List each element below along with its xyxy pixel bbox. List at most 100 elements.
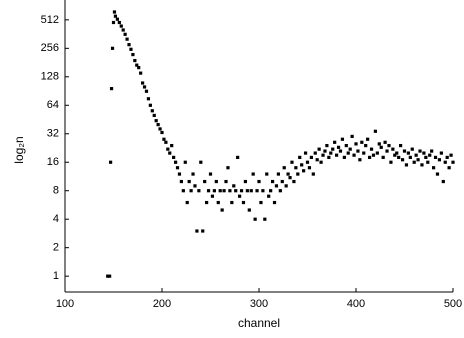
point [133, 58, 137, 63]
point [315, 158, 319, 162]
point [402, 149, 407, 153]
point [259, 200, 263, 205]
point [441, 179, 445, 184]
point [175, 166, 180, 170]
point [234, 189, 238, 193]
point [129, 47, 133, 51]
point [437, 158, 442, 162]
point [393, 153, 397, 157]
point [397, 155, 401, 160]
point [236, 155, 240, 160]
point [369, 147, 374, 151]
point [170, 143, 174, 148]
point [173, 160, 178, 164]
point [296, 172, 300, 176]
point [189, 189, 193, 193]
point [164, 140, 168, 144]
point [255, 189, 259, 193]
point [249, 189, 253, 193]
point [340, 137, 345, 141]
point [280, 179, 284, 184]
point [117, 20, 121, 25]
point [383, 140, 387, 144]
point [329, 151, 333, 155]
point [113, 14, 118, 18]
point [406, 151, 410, 155]
point [191, 172, 195, 176]
point [338, 149, 343, 153]
point [238, 194, 242, 198]
y-tick-label: 2 [53, 242, 59, 254]
point [226, 166, 230, 170]
point [197, 189, 201, 193]
point [253, 217, 257, 221]
point [321, 153, 325, 157]
point [222, 189, 226, 193]
x-tick-label: 200 [153, 298, 171, 310]
point [305, 160, 310, 164]
point [373, 129, 377, 133]
point [193, 184, 197, 188]
point [300, 163, 304, 167]
point [399, 143, 403, 148]
point [294, 166, 298, 170]
point [172, 155, 176, 160]
point [307, 166, 312, 170]
point [110, 46, 115, 50]
point [228, 189, 232, 193]
x-tick-label: 300 [250, 298, 268, 310]
y-axis-label: log₂n [12, 136, 26, 163]
point [385, 149, 389, 153]
point [218, 189, 222, 193]
point [216, 200, 220, 205]
point [109, 87, 114, 91]
point [115, 17, 119, 21]
point [195, 229, 199, 233]
point [112, 10, 117, 14]
point [269, 189, 273, 193]
point [152, 113, 156, 118]
point [350, 134, 354, 139]
point [391, 147, 395, 151]
point [139, 71, 143, 75]
point [311, 172, 315, 176]
point [203, 179, 207, 184]
point [156, 122, 160, 127]
point [177, 172, 182, 176]
point [348, 147, 352, 151]
point [333, 140, 337, 144]
point [205, 200, 209, 205]
point [331, 147, 335, 151]
point [309, 155, 313, 160]
point [344, 143, 348, 148]
point [447, 166, 451, 170]
point [371, 153, 376, 157]
point [387, 143, 391, 148]
point [377, 142, 381, 146]
point [154, 119, 158, 123]
x-tick-label: 400 [347, 298, 365, 310]
point [336, 145, 341, 149]
point [389, 160, 393, 164]
point [439, 151, 443, 155]
point [187, 179, 191, 184]
point [412, 160, 416, 164]
y-tick-label: 512 [41, 14, 59, 26]
point [135, 63, 139, 67]
point [206, 189, 211, 193]
y-tick-label: 128 [41, 71, 59, 83]
point [424, 155, 428, 160]
point [284, 184, 288, 188]
point [181, 189, 185, 193]
point [263, 217, 267, 221]
point [356, 149, 360, 153]
point [210, 194, 215, 198]
y-tick-label: 256 [41, 42, 59, 54]
point [303, 151, 308, 155]
point [267, 194, 271, 198]
point [150, 109, 154, 113]
point [327, 155, 331, 160]
point [162, 137, 166, 141]
point [239, 189, 244, 193]
point [364, 143, 368, 148]
